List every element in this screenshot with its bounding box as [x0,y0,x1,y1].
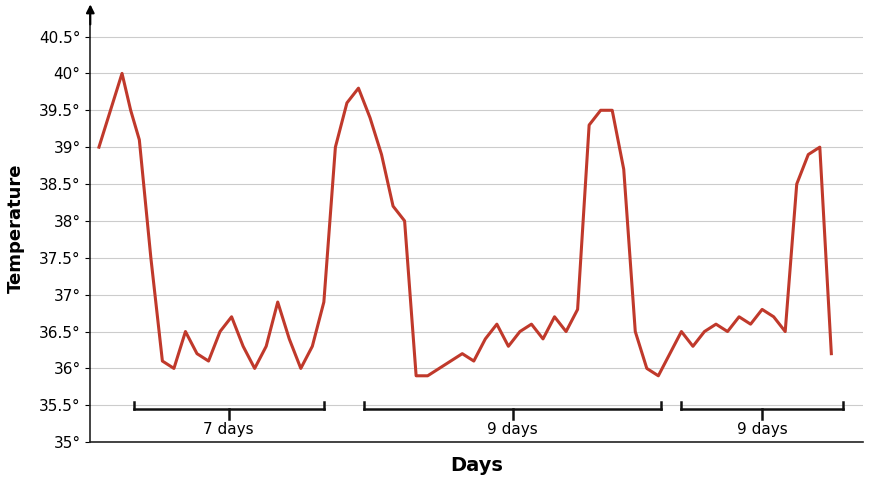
Y-axis label: Temperature: Temperature [7,163,25,293]
Text: 9 days: 9 days [736,422,786,437]
X-axis label: Days: Days [450,456,502,475]
Text: 7 days: 7 days [203,422,254,437]
Text: 9 days: 9 days [487,422,538,437]
